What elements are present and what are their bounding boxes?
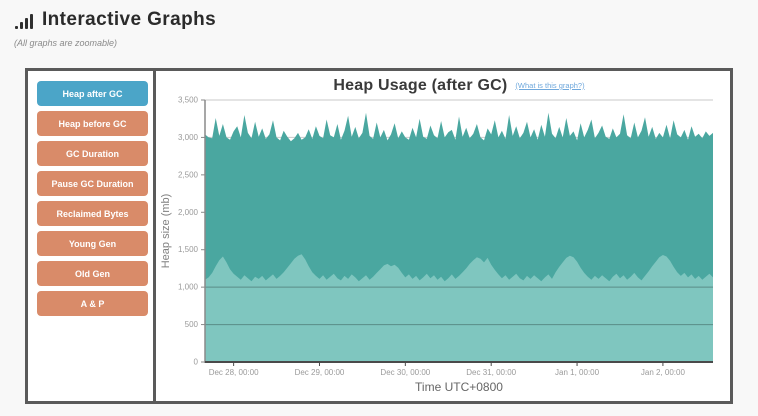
svg-text:3,000: 3,000 bbox=[178, 133, 199, 142]
x-axis-ticks: Dec 28, 00:00 Dec 29, 00:00 Dec 30, 00:00 D… bbox=[209, 362, 686, 377]
svg-text:3,500: 3,500 bbox=[178, 96, 199, 105]
svg-text:Dec 28, 00:00: Dec 28, 00:00 bbox=[209, 368, 259, 377]
brand: Interactive Graphs bbox=[15, 9, 216, 31]
series-heap-after-gc-lower-band bbox=[205, 254, 713, 362]
svg-text:0: 0 bbox=[194, 358, 199, 367]
page-title: Interactive Graphs bbox=[42, 9, 217, 30]
page-subtitle: (All graphs are zoomable) bbox=[14, 38, 118, 48]
sidebar-button-pause-gc-duration[interactable]: Pause GC Duration bbox=[37, 171, 148, 196]
sidebar-button-a-and-p[interactable]: A & P bbox=[37, 291, 148, 316]
y-axis-ticks: 0 500 1,000 1,500 2,000 2,500 3,000 3,500 bbox=[178, 96, 205, 367]
bar-chart-icon bbox=[15, 11, 36, 29]
axes bbox=[204, 100, 713, 363]
svg-text:Dec 31, 00:00: Dec 31, 00:00 bbox=[466, 368, 516, 377]
what-is-this-graph-link[interactable]: (What is this graph?) bbox=[515, 81, 585, 90]
svg-text:1,000: 1,000 bbox=[178, 283, 199, 292]
sidebar-button-heap-after-gc[interactable]: Heap after GC bbox=[37, 81, 148, 106]
heap-usage-chart[interactable]: 0 500 1,000 1,500 2,000 2,500 3,000 3,500 Dec 28… bbox=[156, 71, 730, 401]
y-axis-label: Heap size (mb) bbox=[160, 194, 172, 269]
svg-text:2,500: 2,500 bbox=[178, 170, 199, 179]
svg-text:Jan 2, 00:00: Jan 2, 00:00 bbox=[641, 368, 686, 377]
panel-divider bbox=[153, 71, 156, 401]
sidebar-button-gc-duration[interactable]: GC Duration bbox=[37, 141, 148, 166]
sidebar-button-heap-before-gc[interactable]: Heap before GC bbox=[37, 111, 148, 136]
chart-title: Heap Usage (after GC) bbox=[333, 77, 508, 94]
svg-text:1,500: 1,500 bbox=[178, 245, 199, 254]
svg-text:500: 500 bbox=[185, 320, 199, 329]
sidebar-button-young-gen[interactable]: Young Gen bbox=[37, 231, 148, 256]
x-axis-label: Time UTC+0800 bbox=[415, 380, 503, 394]
sidebar-button-old-gen[interactable]: Old Gen bbox=[37, 261, 148, 286]
svg-text:2,000: 2,000 bbox=[178, 208, 199, 217]
chart-region: Heap Usage (after GC) (What is this graph… bbox=[156, 71, 730, 401]
page-header: Interactive Graphs (All graphs are zooma… bbox=[0, 0, 758, 64]
svg-text:Dec 29, 00:00: Dec 29, 00:00 bbox=[295, 368, 345, 377]
svg-text:Jan 1, 00:00: Jan 1, 00:00 bbox=[555, 368, 600, 377]
svg-text:Dec 30, 00:00: Dec 30, 00:00 bbox=[380, 368, 430, 377]
chart-title-row: Heap Usage (after GC) (What is this graph… bbox=[205, 77, 713, 95]
overlay-gridlines bbox=[205, 286, 713, 326]
sidebar-button-reclaimed-bytes[interactable]: Reclaimed Bytes bbox=[37, 201, 148, 226]
graph-selector-sidebar: Heap after GC Heap before GC GC Duration… bbox=[28, 71, 153, 401]
main-panel: Heap after GC Heap before GC GC Duration… bbox=[25, 68, 733, 404]
